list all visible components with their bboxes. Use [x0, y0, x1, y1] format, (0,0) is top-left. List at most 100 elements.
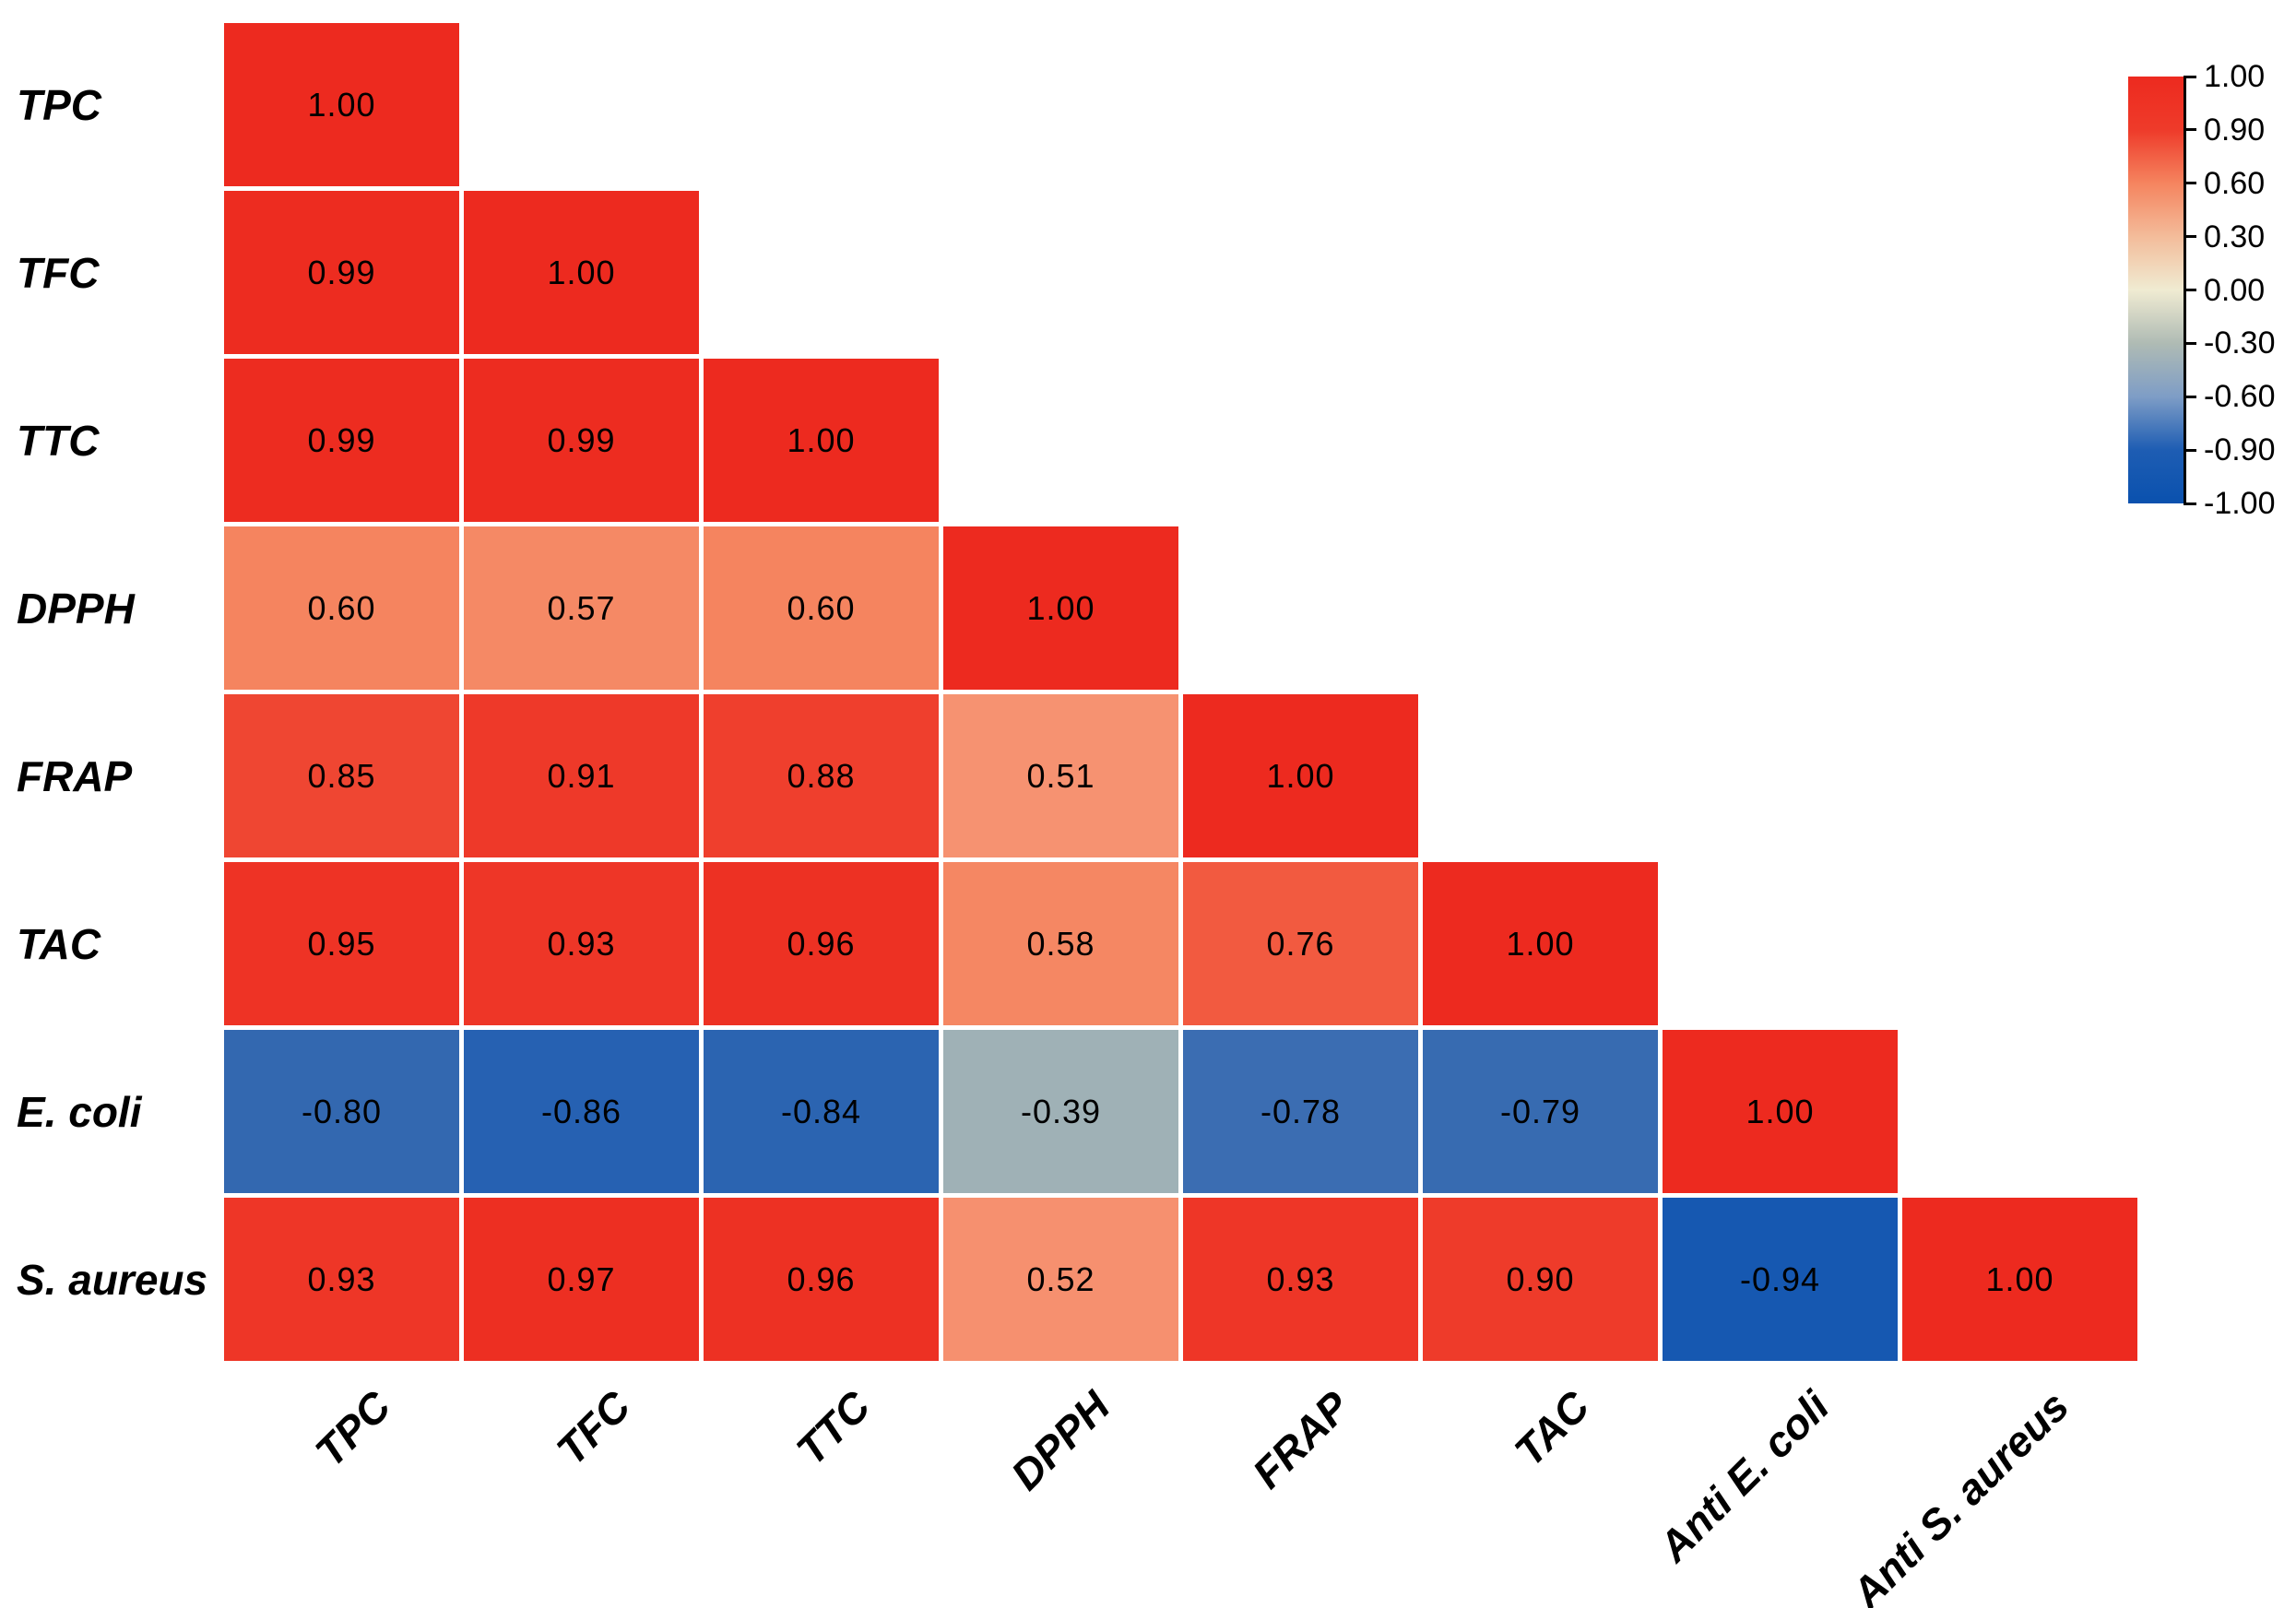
- heatmap-cell: 1.00: [943, 526, 1178, 690]
- heatmap-cell: 0.99: [224, 359, 459, 522]
- heatmap-cell-value: 0.93: [1266, 1259, 1335, 1298]
- heatmap-cell: -0.84: [704, 1030, 939, 1193]
- heatmap-cell: 0.96: [704, 1198, 939, 1361]
- heatmap-cell: 0.99: [224, 191, 459, 354]
- heatmap-cell-value: 1.00: [787, 420, 856, 459]
- colorbar-tick-label: -0.30: [2204, 325, 2276, 361]
- heatmap-cell: 1.00: [1423, 862, 1658, 1025]
- heatmap-cell-value: -0.84: [780, 1092, 862, 1130]
- heatmap-cell: 0.88: [704, 694, 939, 857]
- colorbar-tick: [2184, 448, 2196, 452]
- row-label: S. aureus: [17, 1255, 208, 1304]
- row-label: TFC: [17, 248, 100, 297]
- heatmap-cell: 0.99: [464, 359, 699, 522]
- row-label: TAC: [17, 919, 101, 968]
- heatmap-cell: 1.00: [1902, 1198, 2137, 1361]
- heatmap-cell: -0.78: [1183, 1030, 1418, 1193]
- heatmap-cell-value: -0.39: [1020, 1092, 1102, 1130]
- colorbar-tick-label: -1.00: [2204, 486, 2276, 521]
- colorbar-tick: [2184, 289, 2196, 291]
- colorbar-tick-label: 1.00: [2204, 59, 2266, 94]
- heatmap-cell-value: 0.85: [307, 756, 376, 795]
- colorbar-tick-label: 0.60: [2204, 165, 2266, 201]
- colorbar-tick: [2184, 75, 2196, 78]
- heatmap-cell: -0.39: [943, 1030, 1178, 1193]
- heatmap-cell-value: -0.94: [1739, 1259, 1821, 1298]
- colorbar-tick: [2184, 182, 2196, 185]
- heatmap-cell: 0.93: [1183, 1198, 1418, 1361]
- heatmap-cell: 0.51: [943, 694, 1178, 857]
- heatmap-cell: 0.85: [224, 694, 459, 857]
- heatmap-cell-value: 0.95: [307, 924, 376, 963]
- heatmap-cell: 0.93: [224, 1198, 459, 1361]
- heatmap-cell: -0.94: [1663, 1198, 1898, 1361]
- heatmap-cell-value: 0.91: [547, 756, 616, 795]
- heatmap-cell-value: 1.00: [1026, 588, 1095, 627]
- heatmap-cell: 1.00: [1663, 1030, 1898, 1193]
- heatmap-cell: 0.60: [224, 526, 459, 690]
- colorbar-tick: [2184, 502, 2196, 505]
- heatmap-cell-value: 0.93: [547, 924, 616, 963]
- heatmap-cell-value: 0.99: [307, 420, 376, 459]
- heatmap-cell: 1.00: [224, 23, 459, 186]
- heatmap-cell-value: 0.96: [787, 1259, 856, 1298]
- heatmap-cell-value: 0.93: [307, 1259, 376, 1298]
- heatmap-cell-value: 0.52: [1026, 1259, 1095, 1298]
- colorbar-tick: [2184, 341, 2196, 345]
- colorbar-tick-label: -0.90: [2204, 432, 2276, 468]
- heatmap-cell-value: -0.79: [1499, 1092, 1581, 1130]
- heatmap-cell: 0.57: [464, 526, 699, 690]
- colorbar-tick-label: 0.00: [2204, 272, 2266, 308]
- heatmap-cell: 1.00: [704, 359, 939, 522]
- colorbar-tick: [2184, 235, 2196, 239]
- heatmap-cell-value: 0.99: [547, 420, 616, 459]
- heatmap-cell-value: 0.96: [787, 924, 856, 963]
- heatmap-cell-value: 1.00: [1746, 1092, 1815, 1130]
- row-label: E. coli: [17, 1087, 142, 1136]
- heatmap-cell: 0.93: [464, 862, 699, 1025]
- row-label: DPPH: [17, 584, 135, 633]
- colorbar-tick-label: -0.60: [2204, 379, 2276, 415]
- heatmap-cell-value: -0.78: [1260, 1092, 1342, 1130]
- heatmap-cell-value: 1.00: [547, 253, 616, 291]
- colorbar-tick: [2184, 395, 2196, 398]
- heatmap-cell: 0.95: [224, 862, 459, 1025]
- heatmap-cell: 0.90: [1423, 1198, 1658, 1361]
- heatmap-cell: -0.80: [224, 1030, 459, 1193]
- colorbar-tick-label: 0.90: [2204, 112, 2266, 148]
- heatmap-cell: 0.60: [704, 526, 939, 690]
- heatmap-cell-value: 0.99: [307, 253, 376, 291]
- heatmap-cell: 1.00: [1183, 694, 1418, 857]
- heatmap-cell-value: -0.80: [301, 1092, 383, 1130]
- row-label: FRAP: [17, 751, 133, 800]
- heatmap-cell-value: 0.51: [1026, 756, 1095, 795]
- heatmap-cell-value: 0.90: [1506, 1259, 1575, 1298]
- heatmap-cell-value: -0.86: [540, 1092, 622, 1130]
- heatmap-cell-value: 0.57: [547, 588, 616, 627]
- heatmap-cell: 0.91: [464, 694, 699, 857]
- heatmap-cell: -0.86: [464, 1030, 699, 1193]
- heatmap-cell-value: 0.58: [1026, 924, 1095, 963]
- colorbar-tick: [2184, 128, 2196, 132]
- colorbar-tick-label: 0.30: [2204, 219, 2266, 254]
- heatmap-cell-value: 1.00: [1985, 1259, 2054, 1298]
- column-label: TPC: [305, 1381, 399, 1476]
- row-label: TTC: [17, 416, 100, 465]
- heatmap-cell: 0.52: [943, 1198, 1178, 1361]
- heatmap-cell-value: 1.00: [307, 85, 376, 124]
- heatmap-cell-value: 1.00: [1266, 756, 1335, 795]
- colorbar-gradient: [2128, 77, 2184, 503]
- heatmap-cell: 0.97: [464, 1198, 699, 1361]
- heatmap-cell-value: 0.60: [307, 588, 376, 627]
- heatmap-cell: 0.76: [1183, 862, 1418, 1025]
- heatmap-cell: 1.00: [464, 191, 699, 354]
- heatmap-cell-value: 0.60: [787, 588, 856, 627]
- row-label: TPC: [17, 80, 101, 129]
- heatmap-cell: 0.58: [943, 862, 1178, 1025]
- heatmap-cell-value: 1.00: [1506, 924, 1575, 963]
- heatmap-cell: -0.79: [1423, 1030, 1658, 1193]
- heatmap-cell-value: 0.88: [787, 756, 856, 795]
- heatmap-cell-value: 0.97: [547, 1259, 616, 1298]
- heatmap-cell: 0.96: [704, 862, 939, 1025]
